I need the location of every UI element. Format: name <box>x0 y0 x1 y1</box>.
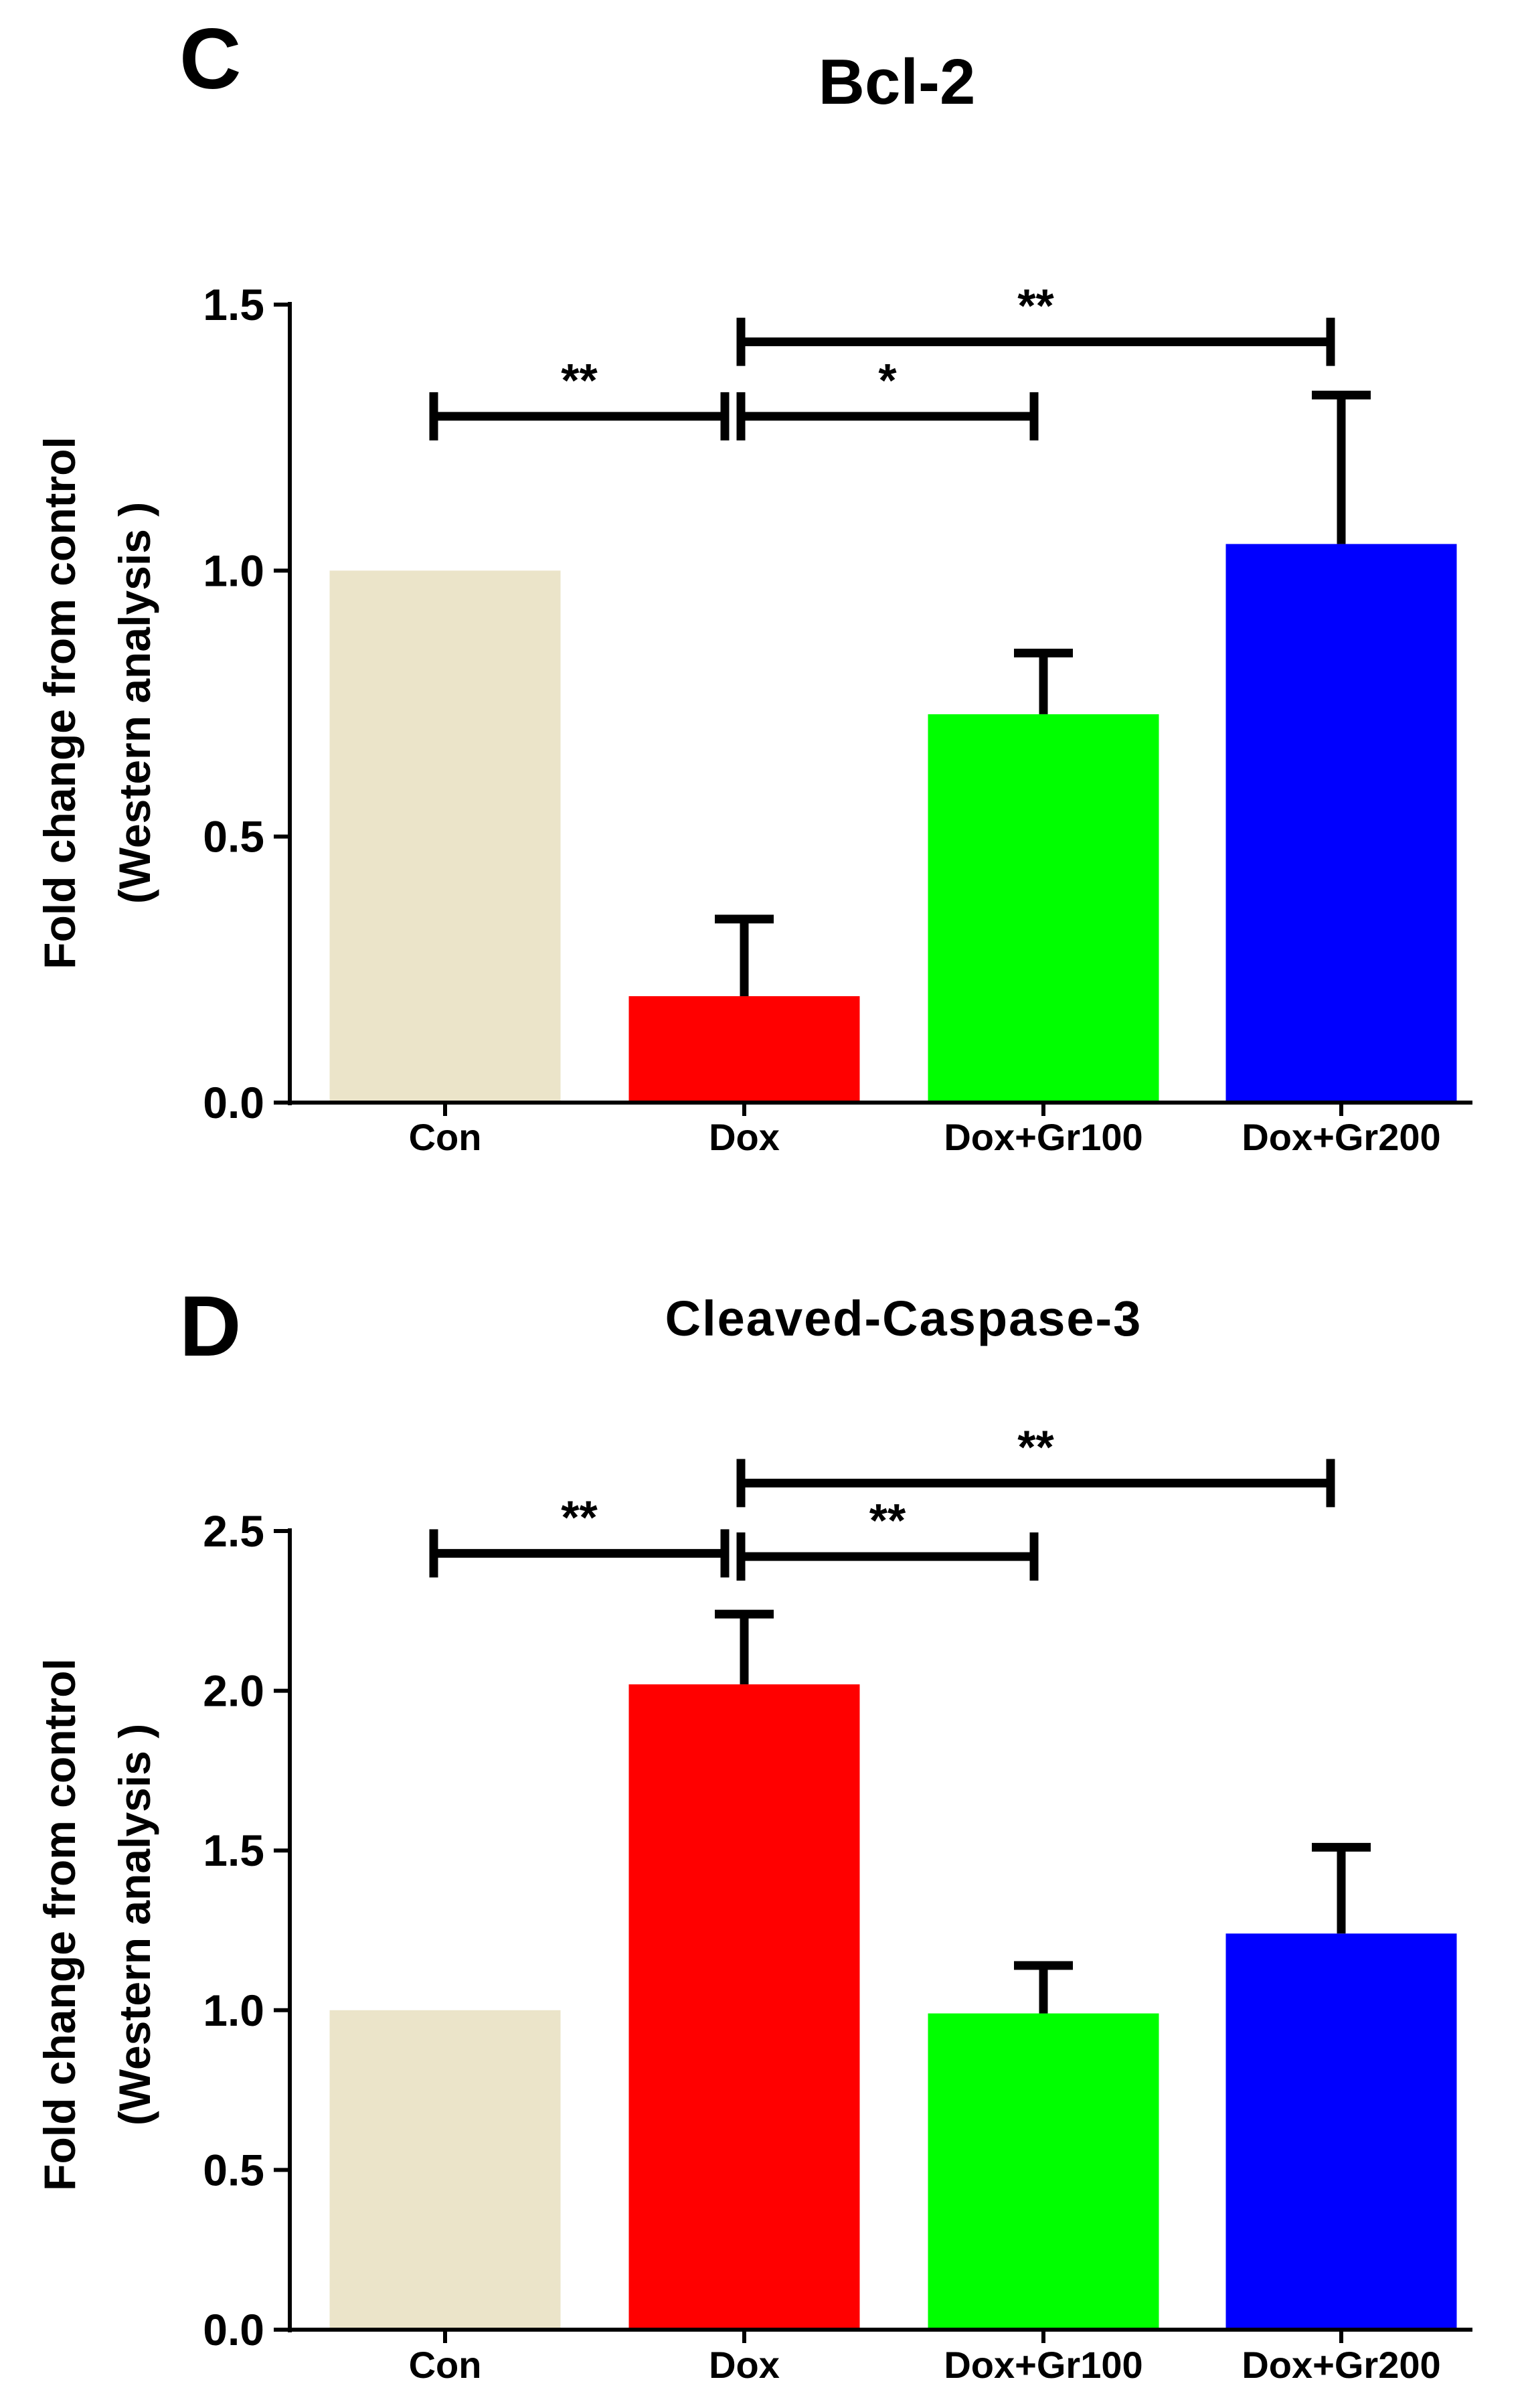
chart-title: Bcl-2 <box>819 46 976 118</box>
significance-bracket: ** <box>736 1421 1335 1508</box>
panel-letter: C <box>179 11 241 107</box>
x-tick-label: Con <box>409 1116 482 1158</box>
y-tick-label: 1.0 <box>203 546 264 595</box>
chart-panel-d: D Cleaved-Caspase-3 Fold change from contr… <box>35 1279 1472 2386</box>
y-tick-label: 0.0 <box>203 1078 264 1127</box>
y-tick-label: 1.5 <box>203 280 264 329</box>
significance-label: ** <box>1017 280 1054 332</box>
y-axis-label-line: (Western analysis ) <box>110 1724 159 2125</box>
bar <box>329 2010 561 2330</box>
y-tick-label: 0.5 <box>203 2145 264 2194</box>
bar <box>628 996 860 1103</box>
significance-bracket: ** <box>429 1491 730 1578</box>
panel-letter: D <box>179 1279 241 1374</box>
significance-bracket: ** <box>429 354 730 440</box>
significance-bracket: ** <box>736 1494 1039 1581</box>
y-axis-label-line: Fold change from control <box>35 436 84 969</box>
x-tick-label: Con <box>409 2344 482 2386</box>
significance-label: ** <box>561 1491 598 1543</box>
significance-label: ** <box>1017 1421 1054 1473</box>
chart-panel-c: C Bcl-2 Fold change from control (Western a… <box>35 11 1472 1158</box>
x-tick-label: Dox+Gr200 <box>1242 1116 1440 1158</box>
bar <box>329 570 561 1103</box>
y-tick-label: 2.0 <box>203 1666 264 1716</box>
y-tick-label: 1.0 <box>203 1986 264 2035</box>
x-tick-label: Dox <box>709 2344 780 2386</box>
x-tick-label: Dox+Gr200 <box>1242 2344 1440 2386</box>
significance-bracket: * <box>736 354 1039 440</box>
bar <box>1225 544 1457 1103</box>
bar <box>928 714 1159 1103</box>
x-tick-label: Dox <box>709 1116 780 1158</box>
significance-bracket: ** <box>736 280 1335 366</box>
y-axis-label-line: Fold change from control <box>35 1658 84 2191</box>
y-tick-label: 0.0 <box>203 2305 264 2354</box>
y-tick-label: 1.5 <box>203 1826 264 1875</box>
significance-label: ** <box>561 354 598 406</box>
x-tick-label: Dox+Gr100 <box>944 2344 1142 2386</box>
bar <box>628 1684 860 2330</box>
chart-title: Cleaved-Caspase-3 <box>665 1291 1142 1346</box>
y-tick-label: 0.5 <box>203 812 264 862</box>
significance-label: ** <box>869 1494 906 1546</box>
bar <box>928 2013 1159 2330</box>
bar <box>1225 1933 1457 2330</box>
y-tick-label: 2.5 <box>203 1506 264 1556</box>
y-axis-label-line: (Western analysis ) <box>110 502 159 904</box>
x-tick-label: Dox+Gr100 <box>944 1116 1142 1158</box>
significance-label: * <box>878 354 897 406</box>
